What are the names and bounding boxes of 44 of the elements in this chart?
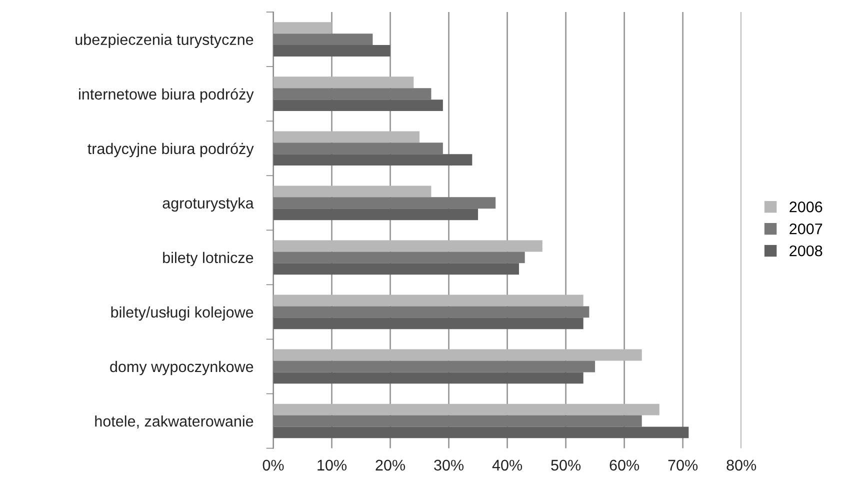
legend-label: 2006 [790, 202, 822, 212]
bar [273, 45, 390, 56]
y-tick-label: bilety/usługi kolejowe [111, 306, 254, 321]
bar [273, 404, 660, 416]
y-tick-label: domy wypoczynkowe [110, 360, 254, 376]
bar [273, 415, 642, 427]
x-tick-label: 30% [434, 460, 464, 471]
x-tick-label: 70% [668, 460, 698, 471]
y-tick-label: agroturystyka [162, 197, 254, 212]
bar [273, 34, 373, 46]
bar [273, 186, 432, 198]
bar [273, 263, 519, 275]
bar [273, 76, 414, 88]
bar [273, 208, 478, 220]
x-tick-label: 0% [262, 460, 284, 471]
bar [273, 372, 584, 384]
x-tick-label: 80% [726, 460, 756, 471]
bar [273, 360, 596, 372]
bar [273, 252, 525, 264]
y-tick-label: internetowe biura podróży [79, 88, 254, 103]
bar [273, 306, 590, 318]
bar [273, 294, 584, 306]
x-tick-label: 10% [318, 460, 347, 471]
x-tick-label: 20% [376, 460, 406, 471]
bar [273, 100, 443, 112]
bar [273, 22, 332, 34]
bar [273, 240, 542, 252]
bar [273, 426, 689, 438]
y-tick-label: hotele, zakwaterowanie [95, 415, 254, 428]
bar [273, 142, 443, 154]
y-tick-label: ubezpieczenia turystyczne [76, 34, 254, 48]
x-tick-label: 60% [610, 460, 640, 471]
y-tick-label: tradycyjne biura podróży [88, 142, 254, 158]
bar [273, 349, 642, 361]
bar [273, 131, 420, 143]
bar [273, 88, 432, 100]
bar [273, 197, 496, 209]
legend-label: 2007 [790, 223, 822, 234]
bar [273, 154, 472, 166]
legend-label: 2008 [790, 245, 822, 256]
x-tick-label: 50% [551, 460, 581, 471]
y-tick-label: bilety lotnicze [163, 252, 254, 266]
bar [273, 318, 584, 330]
x-tick-label: 40% [492, 460, 522, 471]
